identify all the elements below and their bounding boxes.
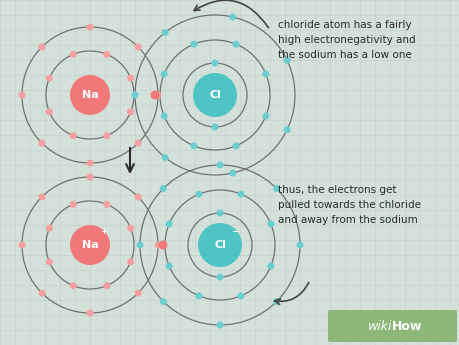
Circle shape <box>160 112 168 120</box>
Circle shape <box>86 159 93 167</box>
Circle shape <box>273 298 280 305</box>
Circle shape <box>296 241 303 248</box>
Circle shape <box>127 258 134 265</box>
Text: thus, the electrons get
pulled towards the chloride
and away from the sodium: thus, the electrons get pulled towards t… <box>277 185 420 225</box>
Circle shape <box>165 220 172 227</box>
Text: Na: Na <box>81 90 98 100</box>
Text: Na: Na <box>81 240 98 250</box>
Circle shape <box>193 73 236 117</box>
Circle shape <box>190 41 197 48</box>
Circle shape <box>127 225 134 231</box>
Circle shape <box>103 51 110 58</box>
Circle shape <box>190 142 197 149</box>
Circle shape <box>216 322 223 328</box>
FancyBboxPatch shape <box>327 310 456 342</box>
Circle shape <box>216 161 223 168</box>
Circle shape <box>154 91 161 99</box>
Circle shape <box>273 185 280 192</box>
Circle shape <box>229 13 236 20</box>
Circle shape <box>70 225 110 265</box>
Circle shape <box>165 263 172 269</box>
Circle shape <box>103 282 110 289</box>
Circle shape <box>237 292 244 299</box>
Circle shape <box>232 41 239 48</box>
Circle shape <box>18 91 25 99</box>
Circle shape <box>283 57 290 64</box>
Circle shape <box>229 169 236 177</box>
Circle shape <box>46 108 53 115</box>
Circle shape <box>46 225 53 231</box>
Circle shape <box>158 240 167 249</box>
Circle shape <box>86 174 93 180</box>
Circle shape <box>39 289 45 297</box>
Circle shape <box>69 201 77 208</box>
Circle shape <box>39 140 45 147</box>
Circle shape <box>70 75 110 115</box>
Circle shape <box>160 70 168 77</box>
Circle shape <box>267 220 274 227</box>
Circle shape <box>46 258 53 265</box>
Text: −: − <box>230 227 237 236</box>
Circle shape <box>69 51 77 58</box>
Circle shape <box>86 23 93 30</box>
Circle shape <box>154 241 161 248</box>
Circle shape <box>216 274 223 280</box>
Circle shape <box>136 241 143 248</box>
Circle shape <box>237 191 244 198</box>
Circle shape <box>39 43 45 50</box>
Circle shape <box>46 75 53 82</box>
Circle shape <box>18 241 25 248</box>
Circle shape <box>160 185 167 192</box>
Circle shape <box>103 132 110 139</box>
Circle shape <box>262 112 269 120</box>
Circle shape <box>283 126 290 133</box>
Circle shape <box>211 124 218 130</box>
Text: Cl: Cl <box>208 90 220 100</box>
Circle shape <box>161 154 168 161</box>
Circle shape <box>195 292 202 299</box>
Circle shape <box>134 289 141 297</box>
Circle shape <box>127 75 134 82</box>
Text: chloride atom has a fairly
high electronegativity and
the sodium has a low one: chloride atom has a fairly high electron… <box>277 20 415 60</box>
Circle shape <box>150 90 159 99</box>
Circle shape <box>86 309 93 316</box>
Circle shape <box>262 70 269 77</box>
Text: Cl: Cl <box>213 240 225 250</box>
Circle shape <box>39 194 45 200</box>
Circle shape <box>69 132 77 139</box>
Text: How: How <box>391 321 421 334</box>
Circle shape <box>127 108 134 115</box>
Circle shape <box>195 191 202 198</box>
Circle shape <box>131 91 138 99</box>
Circle shape <box>211 59 218 67</box>
Circle shape <box>134 43 141 50</box>
Circle shape <box>267 263 274 269</box>
Circle shape <box>69 282 77 289</box>
Circle shape <box>103 201 110 208</box>
Circle shape <box>161 29 168 36</box>
Circle shape <box>232 142 239 149</box>
Circle shape <box>197 223 241 267</box>
Circle shape <box>216 209 223 217</box>
Text: wiki: wiki <box>367 321 391 334</box>
Circle shape <box>134 140 141 147</box>
Text: +: + <box>100 227 107 236</box>
Circle shape <box>134 194 141 200</box>
Circle shape <box>160 298 167 305</box>
